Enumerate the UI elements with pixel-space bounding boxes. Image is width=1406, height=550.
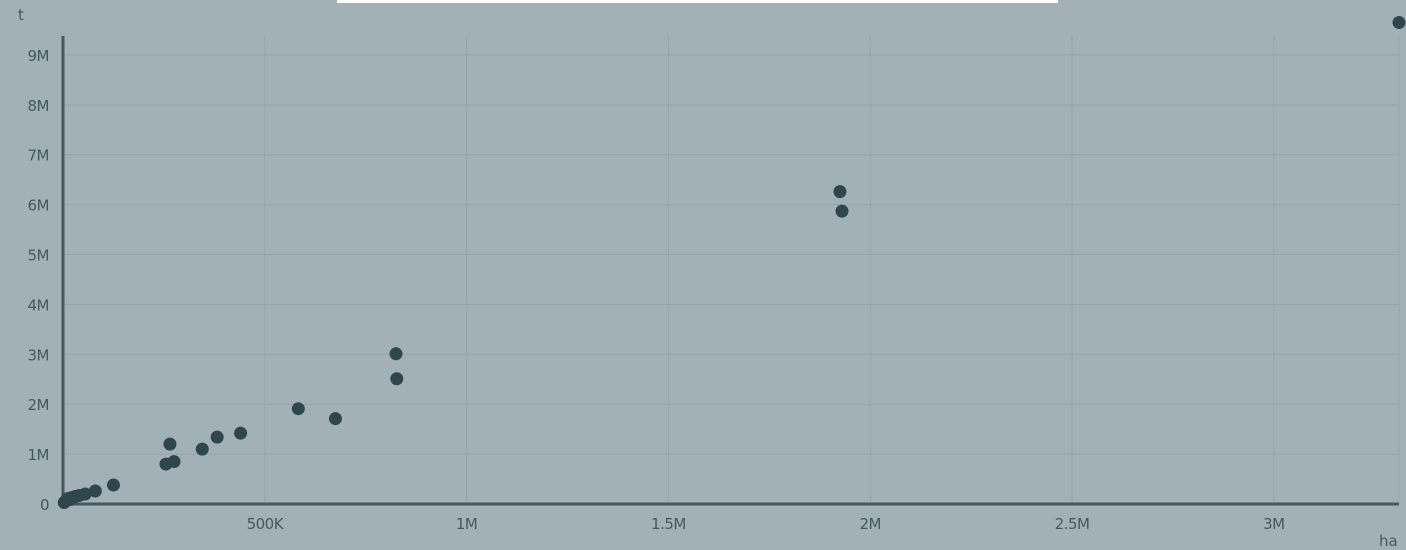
y-tick-label: 1M (28, 446, 50, 464)
data-point (78, 487, 92, 501)
y-tick-label: 3M (28, 346, 50, 364)
data-point (167, 455, 181, 469)
y-tick-label: 0 (40, 496, 49, 514)
data-point (88, 484, 102, 498)
data-point (833, 185, 847, 199)
data-point (234, 426, 248, 440)
chart-title-bar (337, 0, 1058, 3)
x-tick-label: 2.5M (1055, 515, 1090, 533)
data-points (57, 15, 1406, 510)
data-point (163, 437, 177, 451)
x-tick-label: 500K (247, 515, 285, 533)
data-point (195, 442, 209, 456)
y-tick-label: 9M (28, 47, 50, 65)
x-tick-label: 3M (1263, 515, 1285, 533)
data-point (390, 372, 404, 386)
y-tick-label: 5M (28, 247, 50, 265)
x-axis-unit-label: ha (1379, 532, 1398, 550)
data-point (389, 347, 403, 361)
axis-layer (61, 36, 1399, 506)
data-point (1392, 15, 1406, 29)
y-axis-unit-label: t (18, 6, 24, 24)
x-tick-label: 1M (456, 515, 478, 533)
y-tick-label: 8M (28, 97, 50, 115)
x-tick-label: 1.5M (651, 515, 686, 533)
y-tick-label: 7M (28, 147, 50, 165)
tick-label-layer: 500K 1M 1.5M 2M 2.5M 3M 0 1M 2M 3M 4M 5M 6M 7M 8M 9M (28, 47, 1286, 533)
x-tick-label: 2M (860, 515, 882, 533)
grid-layer (63, 36, 1400, 504)
y-tick-label: 4M (28, 296, 50, 314)
data-point (106, 478, 120, 492)
data-point (291, 402, 305, 416)
y-tick-label: 6M (28, 197, 50, 215)
data-point (328, 412, 342, 426)
data-point (210, 430, 224, 444)
y-tick-label: 2M (28, 396, 50, 414)
data-point (835, 204, 849, 218)
